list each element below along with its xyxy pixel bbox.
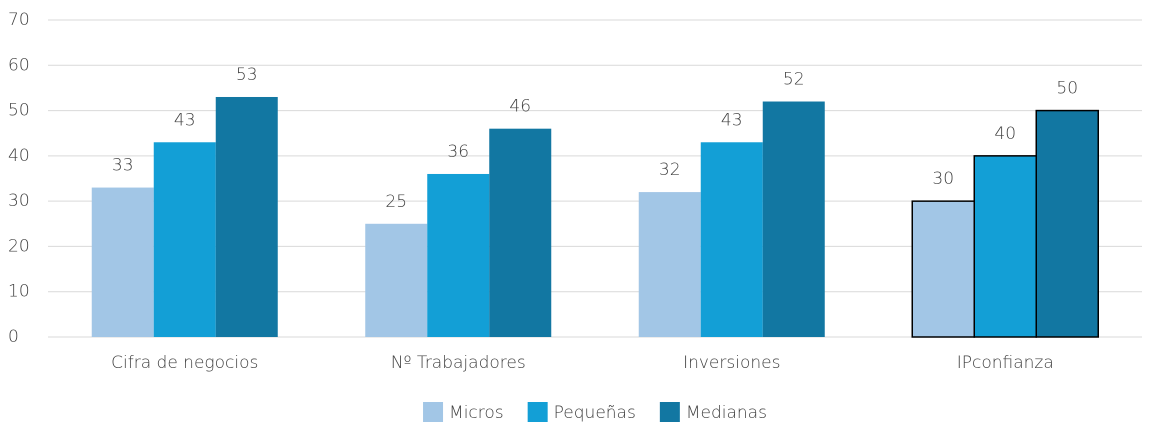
legend-swatch [423,402,444,422]
data-label: 46 [509,97,531,117]
x-tick-label: Cifra de negocios [111,353,258,373]
data-label: 32 [659,160,681,180]
data-label: 36 [447,142,469,162]
legend-label: Micros [449,403,504,423]
bar [91,187,154,337]
y-tick-label: 40 [8,146,30,166]
bar [365,223,428,337]
bar [700,142,763,337]
y-tick-label: 20 [8,236,30,256]
data-label: 43 [174,110,196,130]
bar [215,96,278,337]
data-label: 33 [112,156,134,176]
x-tick-label: Nº Trabajadores [391,353,526,373]
y-tick-label: 50 [8,101,30,121]
bar [427,173,490,337]
y-tick-label: 30 [8,191,30,211]
legend-label: Pequeñas [554,403,636,423]
data-label: 30 [932,169,954,189]
y-tick-label: 10 [8,282,30,302]
data-label: 25 [385,192,407,212]
x-tick-label: IPconfianza [957,353,1054,373]
data-label: 50 [1056,79,1078,99]
bar [911,200,975,338]
x-tick-label: Inversiones [683,353,780,373]
bar [1035,109,1099,338]
bar [973,155,1037,338]
legend-label: Medianas [686,403,767,423]
y-tick-label: 60 [8,55,30,75]
data-label: 40 [994,124,1016,144]
legend-swatch [659,402,680,422]
data-label: 52 [783,70,805,90]
data-label: 43 [721,110,743,130]
y-tick-label: 0 [8,327,19,347]
bar [762,101,825,337]
bar [153,142,216,337]
legend-swatch [527,402,548,422]
bar [489,128,552,337]
data-label: 53 [236,65,258,85]
y-tick-label: 70 [8,10,30,30]
bar [638,192,701,337]
